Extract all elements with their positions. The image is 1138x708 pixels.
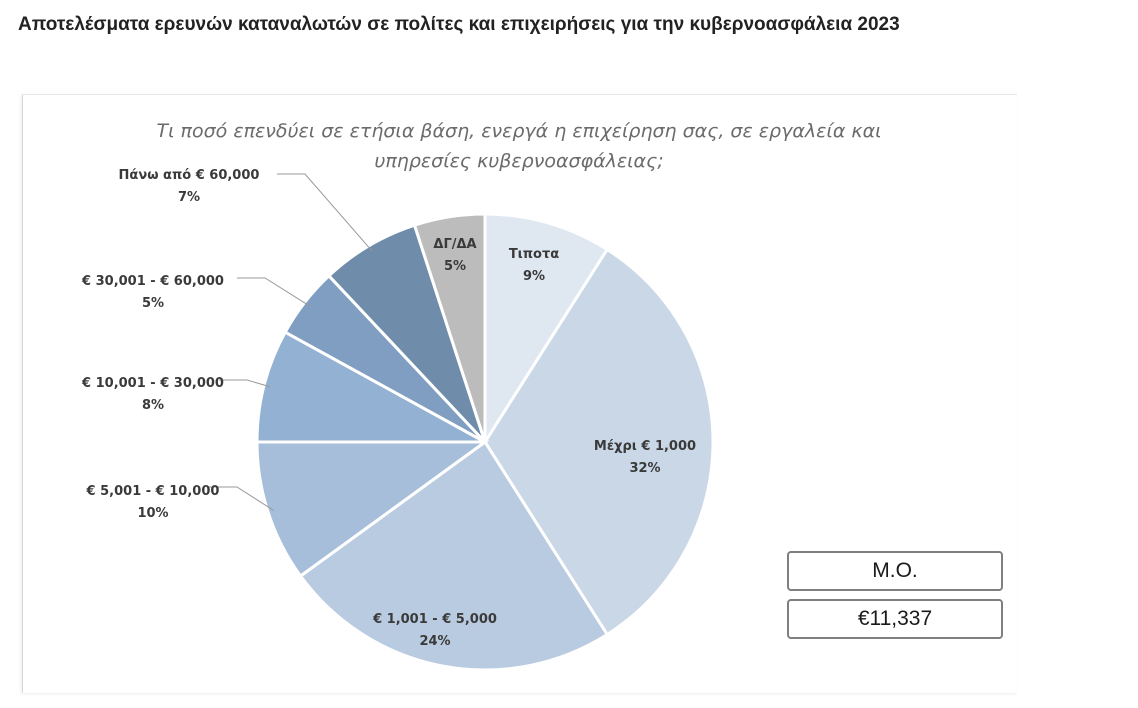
slice-value-label: 10% (137, 506, 168, 521)
leader-line (237, 277, 310, 307)
average-value: €11,337 (857, 607, 933, 630)
leader-line (219, 379, 271, 388)
slice-value-label: 9% (523, 269, 545, 284)
pie-chart: Τι ποσό επενδύει σε ετήσια βάση, ενεργά … (81, 120, 882, 672)
slice-value-label: 32% (629, 461, 660, 476)
chart-frame: Τι ποσό επενδύει σε ετήσια βάση, ενεργά … (22, 94, 1017, 693)
chart-title-line-1: Τι ποσό επενδύει σε ετήσια βάση, ενεργά … (156, 120, 881, 142)
pie-slice (483, 212, 610, 448)
slice-label: € 5,001 - € 10,000 (86, 484, 220, 499)
pie-slice (255, 440, 490, 579)
slice-label: € 30,001 - € 60,000 (81, 274, 224, 289)
slice-label: Τιποτα (509, 247, 559, 262)
slice-value-label: 24% (419, 634, 450, 649)
slice-label: Πάνω από € 60,000 (119, 168, 260, 183)
slice-value-label: 8% (142, 398, 164, 413)
pie-slice (483, 247, 715, 637)
slice-label: ΔΓ/ΔΑ (433, 237, 476, 252)
slice-value-label: 5% (142, 296, 164, 311)
slice-label: € 10,001 - € 30,000 (81, 376, 224, 391)
leader-line (277, 173, 373, 252)
leader-line (209, 486, 275, 512)
average-label-box: Μ.Ο. (787, 551, 1003, 591)
slice-value-label: 7% (178, 190, 200, 205)
average-value-box: €11,337 (787, 599, 1003, 639)
page-title: Αποτελέσματα ερευνών καταναλωτών σε πολί… (18, 14, 900, 35)
slice-label: € 1,001 - € 5,000 (372, 612, 497, 627)
pie-slice (412, 212, 487, 443)
slice-value-label: 5% (444, 259, 466, 274)
pie-slice (298, 439, 610, 672)
chart-title-line-2: υπηρεσίες κυβερνοασφάλειας; (374, 150, 663, 172)
slice-label: Μέχρι € 1,000 (594, 439, 696, 454)
average-label: Μ.Ο. (872, 559, 918, 582)
